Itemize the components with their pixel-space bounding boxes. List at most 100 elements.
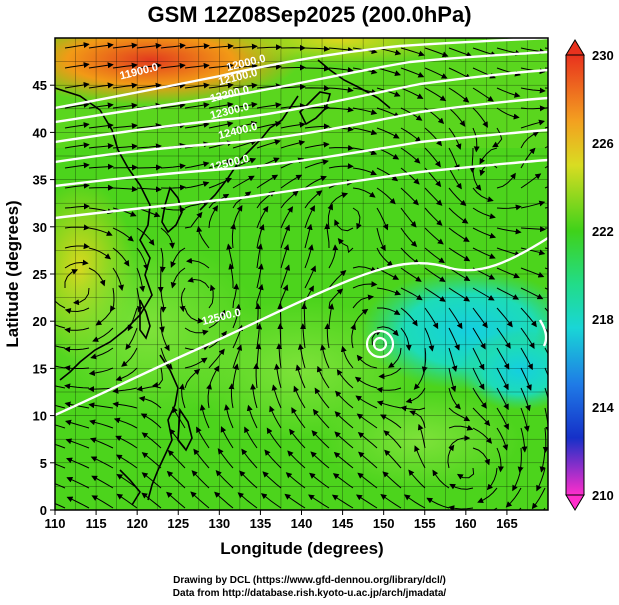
wind-arrow [256, 83, 282, 90]
vortex-ring [365, 329, 395, 359]
wind-arrow [88, 267, 106, 287]
wind-arrow [115, 367, 138, 382]
wind-arrow [232, 157, 257, 169]
wind-arrow [184, 307, 204, 324]
wind-arrow [357, 472, 378, 489]
wind-arrow [89, 437, 114, 449]
wind-arrow [472, 427, 493, 444]
wind-arrow [65, 438, 90, 449]
wind-arrow [496, 247, 521, 257]
wind-arrow [244, 426, 258, 449]
wind-arrow [400, 327, 412, 351]
wind-arrow [112, 82, 138, 89]
wind-arrow [141, 492, 162, 509]
wind-arrow [228, 383, 235, 409]
wind-arrow [112, 143, 138, 150]
wind-arrow [512, 467, 522, 492]
x-tick-label: 125 [167, 516, 189, 531]
wind-arrow [88, 247, 111, 260]
wind-arrow [88, 227, 113, 236]
wind-arrow [520, 87, 546, 94]
wind-arrow [208, 121, 234, 129]
wind-arrow [448, 227, 470, 242]
wind-arrow [208, 62, 234, 69]
wind-arrow [160, 62, 186, 69]
wind-arrow [448, 327, 460, 351]
wind-arrow [88, 82, 114, 89]
wind-arrow [280, 244, 290, 269]
wind-arrow [88, 386, 114, 393]
x-axis: 110 115 120 125 130 135 140 145 150 155 160 165 [45, 510, 518, 531]
wind-arrow [520, 427, 528, 453]
x-tick-label: 165 [496, 516, 518, 531]
wind-arrow [184, 211, 203, 229]
wind-arrow [324, 223, 331, 249]
wind-arrow [280, 64, 306, 71]
wind-arrow [112, 62, 138, 69]
wind-arrow [232, 82, 258, 89]
wind-arrow [544, 387, 548, 413]
wind-arrow [333, 451, 354, 469]
y-tick-label: 0 [40, 503, 47, 518]
wind-arrow [505, 487, 522, 508]
wind-arrow [424, 307, 439, 330]
wind-arrow [64, 203, 90, 210]
wind-arrow [496, 387, 509, 411]
wind-arrow [352, 281, 378, 289]
wind-arrow [88, 367, 114, 376]
wind-arrow [496, 327, 511, 349]
wind-arrow [232, 175, 255, 189]
wind-arrow [112, 102, 138, 109]
wind-arrow [496, 107, 520, 120]
wind-arrow [520, 226, 546, 233]
wind-arrow [520, 367, 532, 391]
wind-arrow [239, 470, 258, 489]
wind-arrow [113, 417, 138, 429]
wind-arrow [304, 159, 329, 169]
wind-arrow [112, 387, 138, 394]
wind-arrow [228, 263, 235, 288]
wind-arrow [55, 404, 66, 409]
wind-arrow [520, 307, 537, 328]
wind-arrow [186, 257, 210, 269]
wind-arrow [424, 267, 446, 283]
wind-arrow [199, 404, 210, 429]
wind-arrow [400, 405, 426, 412]
wind-arrow [280, 103, 306, 110]
wind-arrow [405, 387, 426, 404]
wind-arrow [208, 82, 234, 89]
wind-arrow [136, 62, 162, 69]
wind-arrow [376, 287, 402, 296]
wind-arrow [472, 247, 496, 259]
wind-arrow [496, 407, 509, 431]
wind-arrow [55, 365, 66, 369]
wind-arrow [64, 224, 90, 231]
wind-arrow [256, 102, 282, 109]
wind-arrow [289, 428, 306, 449]
wind-arrow [127, 307, 138, 332]
wind-arrow [232, 139, 257, 149]
wind-arrow [424, 227, 444, 245]
colorbar-tick-label: 214 [592, 400, 614, 415]
x-tick-label: 150 [373, 516, 395, 531]
wind-arrow [486, 467, 498, 491]
wind-arrow [447, 444, 455, 469]
wind-arrow [426, 497, 450, 509]
wind-arrow [304, 205, 315, 229]
wind-arrow [472, 207, 496, 220]
wind-arrow [448, 87, 470, 103]
wind-arrow [214, 491, 234, 509]
wind-arrow [246, 404, 258, 429]
y-axis-title: Latitude (degrees) [3, 200, 22, 347]
x-tick-label: 135 [250, 516, 272, 531]
y-tick-label: 40 [33, 125, 47, 140]
wind-arrow [112, 267, 124, 291]
wind-arrow [424, 247, 445, 264]
wind-arrow [376, 247, 394, 267]
chart-title: GSM 12Z08Sep2025 (200.0hPa) [147, 2, 472, 27]
wind-arrow [160, 287, 167, 313]
wind-arrow [424, 87, 447, 102]
wind-arrow [496, 204, 522, 211]
wind-arrow [376, 386, 402, 393]
wind-arrow [448, 167, 462, 190]
